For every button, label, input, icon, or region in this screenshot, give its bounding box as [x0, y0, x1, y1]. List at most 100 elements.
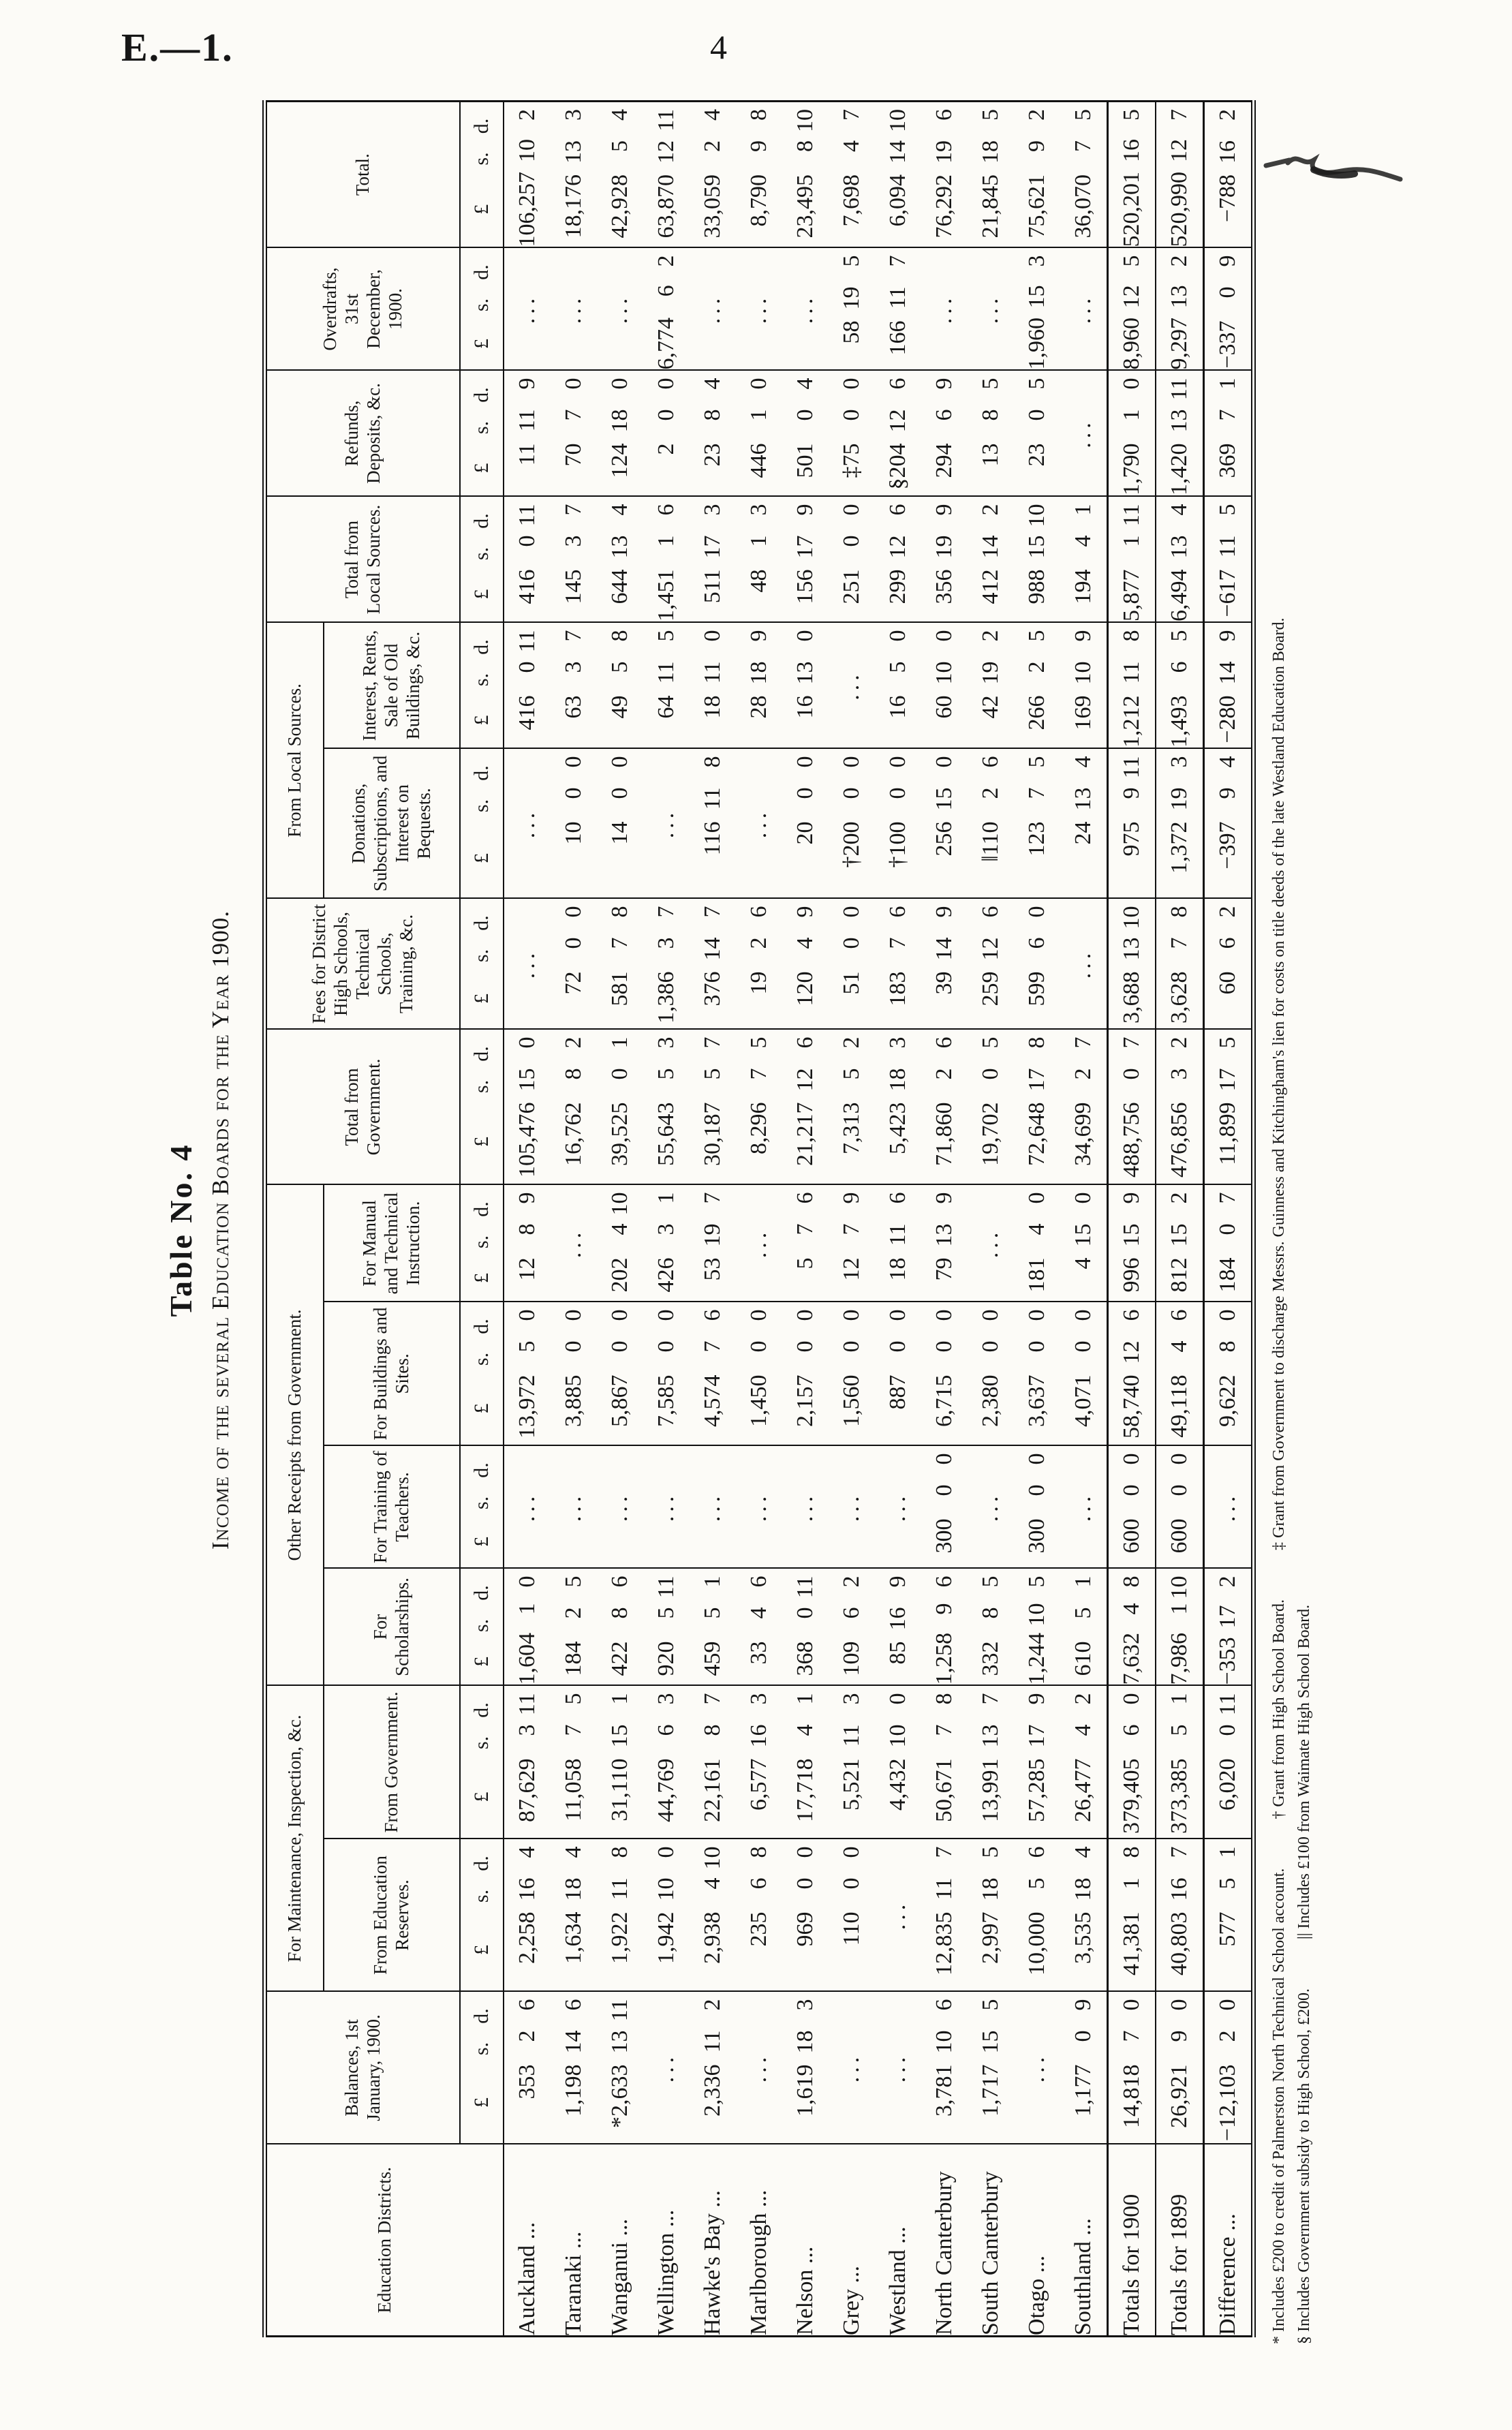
pounds: 156: [792, 569, 818, 604]
table-caption: Table No. 4 Income of the several Educat…: [160, 95, 262, 2365]
value-cell-govt_maintenance: 44,769 6 3: [643, 1685, 690, 1839]
value-cell-refunds: ‡75 0 0: [829, 370, 875, 497]
value-cell-total: 6,094 14 10: [875, 101, 921, 248]
value-cell-govt_maintenance: 26,477 4 2: [1060, 1685, 1108, 1839]
pounds: 55,643: [653, 1102, 679, 1166]
pounds: 49,118: [1167, 1374, 1192, 1438]
currency-units: £ s. d.: [469, 1189, 493, 1297]
shillings: 6: [1024, 937, 1049, 949]
money-value: 16,762 8 2: [561, 1030, 587, 1184]
pounds: −12,103: [1215, 2064, 1240, 2142]
pounds: 169: [1070, 695, 1096, 730]
money-value: 49,118 4 6: [1167, 1303, 1192, 1445]
value-cell-education_reserves: 12,835 11 7: [921, 1839, 968, 1992]
money-value: 72,648 17 8: [1024, 1030, 1050, 1184]
shillings-sign: s.: [470, 1889, 493, 1903]
pounds: ‡75: [839, 443, 864, 478]
pounds: −788: [1215, 174, 1240, 223]
value-cell-manual_technical: 12 8 9: [504, 1184, 551, 1302]
pounds: 373,385: [1167, 1758, 1192, 1834]
pounds: 194: [1070, 569, 1096, 604]
shillings: 2: [1070, 1068, 1096, 1080]
shillings: 15: [1024, 535, 1049, 559]
pence: 6: [931, 1575, 957, 1588]
pounds: 60: [1215, 971, 1240, 995]
pounds: 72,648: [1024, 1102, 1049, 1166]
pence: 0: [839, 504, 864, 516]
money-value: ‡75 0 0: [839, 371, 865, 495]
pounds: 1,922: [607, 1911, 632, 1965]
value-cell-donations: ‖110 2 6: [968, 748, 1014, 899]
income-table: Education Districts. Balances, 1st Januar…: [262, 99, 1256, 2337]
pounds: 24: [1070, 821, 1096, 845]
money-value: 2,380 0 0: [978, 1303, 1004, 1445]
pounds: 2,380: [978, 1374, 1003, 1428]
money-value: 184 0 7: [1215, 1185, 1241, 1301]
table-row: South Canterbury 1,717 15 5 2,997 18 5 13,991 13…: [968, 101, 1014, 2337]
pence: 6: [885, 378, 910, 390]
pounds: 23,495: [792, 174, 818, 239]
pounds: 300: [1024, 1518, 1049, 1554]
pounds: 6,774: [653, 317, 679, 370]
pounds: 183: [885, 971, 910, 1006]
shillings: 3: [1167, 1068, 1192, 1080]
money-value: 1,258 9 6: [931, 1569, 957, 1685]
shillings: 4: [792, 937, 818, 949]
shillings: 1: [1119, 535, 1144, 547]
value-cell-fees: 72 0 0: [551, 898, 597, 1030]
pence: 2: [978, 630, 1003, 642]
money-value: 85 16 9: [885, 1569, 911, 1685]
pounds: 1,619: [792, 2064, 818, 2117]
money-value: 1,177 0 9: [1070, 1993, 1096, 2144]
money-value: 488,756 0 7: [1119, 1030, 1145, 1184]
pence: 6: [1119, 1309, 1144, 1321]
pence: 9: [1215, 255, 1240, 267]
money-value: 600 0 0: [1119, 1447, 1145, 1568]
pounds: 5,521: [839, 1758, 864, 1811]
money-value: 299 12 6: [885, 497, 911, 621]
pence: 9: [1215, 630, 1240, 642]
pounds: 23: [1024, 443, 1049, 467]
shillings: 7: [607, 937, 632, 949]
money-value: 48 1 3: [746, 497, 772, 621]
currency-header-balances: £ s. d.: [460, 1991, 504, 2144]
shillings: 0: [1024, 1340, 1049, 1353]
value-cell-education_reserves: 41,381 1 8: [1107, 1839, 1156, 1992]
pence: 9: [931, 906, 957, 918]
pounds: 975: [1119, 821, 1144, 857]
money-value: 51 0 0: [839, 899, 865, 1028]
value-cell-balances: 1,177 0 9: [1060, 1991, 1108, 2144]
district-cell: Wanganui ...: [597, 2144, 643, 2337]
pounds: 969: [792, 1911, 818, 1947]
value-cell-total_government: 19,702 0 5: [968, 1029, 1014, 1185]
value-cell-manual_technical: 181 4 0: [1014, 1184, 1060, 1302]
money-value: 581 7 8: [607, 899, 633, 1028]
pounds: 2,938: [700, 1911, 725, 1965]
pence-sign: d.: [470, 264, 493, 280]
value-cell-govt_maintenance: 31,110 15 1: [597, 1685, 643, 1839]
column-header-total_local: Total from Local Sources.: [264, 496, 460, 623]
shillings: 18: [746, 661, 771, 685]
pence: 11: [653, 108, 679, 132]
pence: 6: [885, 906, 910, 918]
value-cell-donations: 256 15 0: [921, 748, 968, 899]
pence: 0: [1119, 1999, 1144, 2011]
pounds: 9,622: [1215, 1374, 1240, 1428]
shillings-sign: s.: [470, 1496, 493, 1510]
value-cell-training_teachers: ...: [736, 1445, 782, 1569]
shillings: 0: [978, 1340, 1003, 1353]
money-value: 18 11 6: [885, 1185, 911, 1301]
district-cell: Totals for 1900: [1107, 2144, 1156, 2337]
pounds: 599: [1024, 971, 1049, 1006]
pence: 0: [653, 1309, 679, 1321]
pence: 0: [885, 1309, 910, 1321]
pound-sign: £: [470, 1791, 493, 1802]
value-cell-scholarships: 85 16 9: [875, 1568, 921, 1686]
pence: 6: [978, 756, 1003, 768]
money-value: 1,386 3 7: [653, 899, 679, 1028]
pence: 0: [1024, 906, 1049, 918]
pounds: 376: [700, 971, 725, 1006]
pounds: 1,177: [1070, 2064, 1096, 2117]
value-cell-overdrafts: ...: [504, 247, 551, 371]
shillings: 1: [746, 535, 771, 547]
